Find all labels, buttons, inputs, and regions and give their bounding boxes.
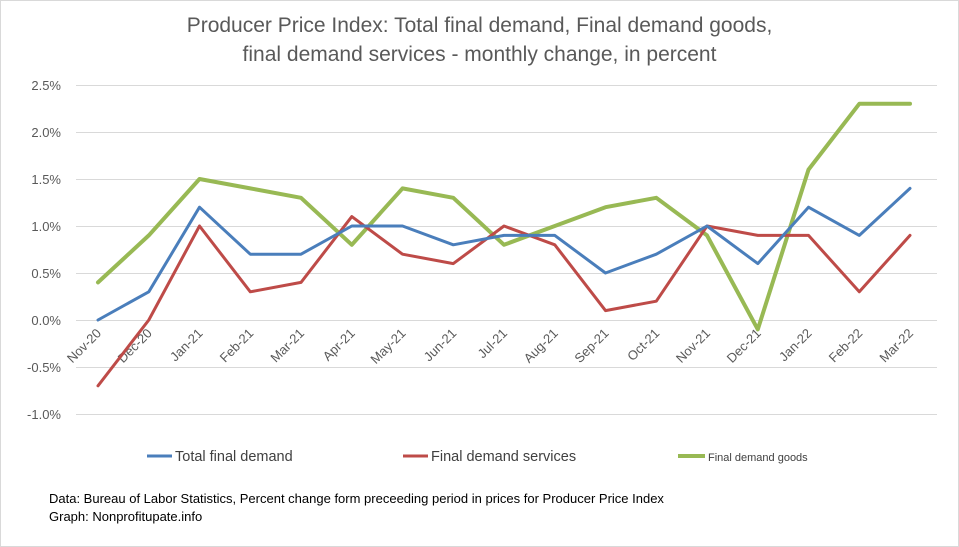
gridlines	[76, 85, 937, 415]
chart-title-line-1: Producer Price Index: Total final demand…	[186, 14, 773, 37]
x-tick-label: Sep-21	[571, 326, 611, 366]
y-tick-label: 2.5%	[31, 78, 61, 93]
chart-title: Producer Price Index: Total final demand…	[1, 11, 958, 69]
x-tick-label: Dec-21	[724, 326, 764, 366]
x-tick-label: Oct-21	[624, 326, 662, 364]
x-tick-label: May-21	[367, 326, 408, 367]
y-tick-label: -0.5%	[27, 360, 61, 375]
legend-label: Final demand goods	[708, 452, 808, 464]
x-tick-label: Jun-21	[421, 326, 460, 365]
y-tick-label: 0.5%	[31, 266, 61, 281]
x-axis-tick-labels: Nov-20 Dec-20 Jan-21 Feb-21 Mar-21 Apr-21 May-…	[64, 326, 916, 367]
legend: Total final demand Final demand services F…	[147, 449, 808, 465]
graph-credit: Graph: Nonprofitupate.info	[49, 509, 203, 524]
x-tick-label: Mar-21	[267, 326, 307, 366]
x-tick-label: Feb-22	[826, 326, 866, 366]
series-line	[96, 186, 912, 322]
series-line	[96, 215, 912, 388]
y-axis-tick-labels: -1.0% -0.5% 0.0% 0.5% 1.0% 1.5% 2.0% 2.5%	[27, 78, 61, 422]
y-tick-label: 2.0%	[31, 125, 61, 140]
legend-label: Total final demand	[175, 449, 293, 465]
chart-title-line-2: final demand services - monthly change, …	[242, 43, 717, 66]
y-tick-label: -1.0%	[27, 407, 61, 422]
x-tick-label: Jul-21	[474, 326, 510, 362]
x-tick-label: Dec-20	[115, 326, 155, 366]
x-tick-label: Jan-21	[167, 326, 206, 365]
x-tick-label: Feb-21	[217, 326, 257, 366]
y-tick-label: 1.5%	[31, 172, 61, 187]
x-tick-label: Nov-20	[64, 326, 104, 366]
y-tick-label: 1.0%	[31, 219, 61, 234]
chart-footer: Data: Bureau of Labor Statistics, Percen…	[49, 490, 664, 526]
x-tick-label: Mar-22	[876, 326, 916, 366]
series-lines	[96, 101, 912, 388]
source-note: Data: Bureau of Labor Statistics, Percen…	[49, 491, 664, 506]
x-tick-label: Jan-22	[776, 326, 815, 365]
series-line	[96, 101, 912, 332]
legend-label: Final demand services	[431, 449, 576, 465]
x-tick-label: Apr-21	[320, 326, 358, 364]
y-tick-label: 0.0%	[31, 313, 61, 328]
x-tick-label: Nov-21	[673, 326, 713, 366]
x-tick-label: Aug-21	[521, 326, 561, 366]
